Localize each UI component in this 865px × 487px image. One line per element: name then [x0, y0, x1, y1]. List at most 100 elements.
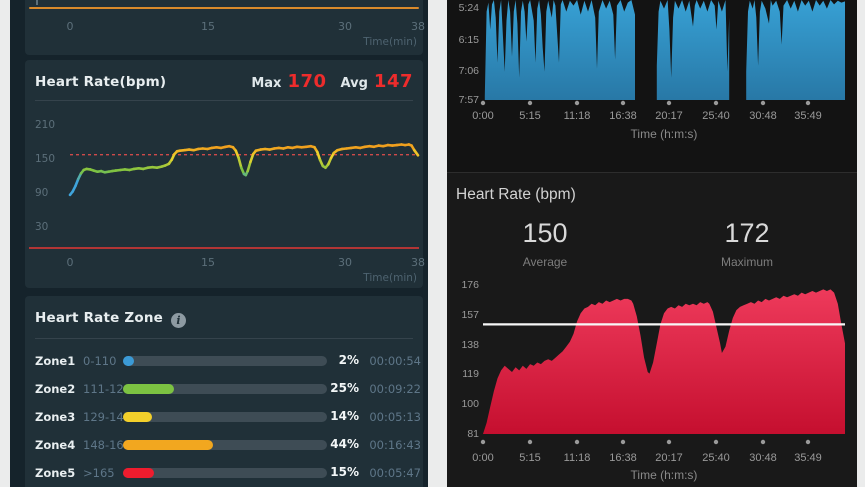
section-divider [447, 172, 857, 173]
left-app-panel: 0 15 30 38 Time(min) Heart Rate(bpm) Max… [10, 0, 428, 487]
avg-label: Avg [340, 76, 368, 91]
heart-rate-line-chart [29, 143, 420, 249]
max-avg-stats: Max 170 Avg 147 [251, 71, 413, 92]
zone-percent: 14% [330, 409, 359, 423]
zone-time: 00:09:22 [369, 382, 421, 396]
y-tick: 90 [35, 187, 49, 199]
zone-name: Zone1 [35, 354, 76, 368]
heart-rate-card: Heart Rate(bpm) Max 170 Avg 147 210 150 … [25, 60, 425, 288]
zone-range: 129-147 [83, 410, 132, 424]
zone-bar-track [123, 384, 327, 394]
y-tick: 30 [35, 221, 49, 233]
x-tick: 11:18 [563, 452, 591, 464]
zone-bar-track [123, 412, 327, 422]
y-tick: 81 [467, 428, 479, 440]
zone-name: Zone2 [35, 382, 76, 396]
x-tick: 0:00 [472, 452, 494, 464]
section-title: Heart Rate (bpm) [456, 186, 576, 203]
x-tick: 0:00 [472, 110, 494, 122]
zone-bar-fill [123, 356, 134, 366]
pace-area-chart [480, 0, 845, 106]
zone-range: 111-128 [83, 382, 132, 396]
y-tick: 7:57 [458, 94, 479, 106]
y-tick: 5:24 [458, 2, 479, 14]
x-tick: 30 [338, 256, 352, 269]
x-tick: 30:48 [749, 452, 777, 464]
divider [35, 100, 413, 101]
zone-percent: 15% [330, 465, 359, 479]
info-icon[interactable]: i [171, 313, 187, 328]
x-tick: 0 [66, 256, 74, 269]
average-value: 150 [522, 218, 568, 248]
zone-time: 00:05:47 [369, 466, 421, 480]
zone-bar-fill [123, 440, 213, 450]
zone-row: Zone2 111-128 25% 00:09:22 [25, 375, 423, 403]
x-tick: 16:38 [609, 110, 637, 122]
x-tick: 5:15 [519, 452, 541, 464]
maximum-label: Maximum [720, 255, 773, 269]
x-tick: 30:48 [749, 110, 777, 122]
y-tick: 6:15 [458, 34, 479, 46]
x-axis-title: Time (h:m:s) [630, 127, 698, 141]
heart-rate-area-chart [480, 289, 845, 445]
x-tick: 25:40 [702, 110, 730, 122]
x-tick: 15 [201, 256, 215, 269]
zone-row: Zone4 148-165 44% 00:16:43 [25, 431, 423, 459]
clipped-axis-label [36, 0, 38, 5]
divider [35, 338, 413, 339]
y-tick: 138 [461, 339, 479, 351]
y-tick: 7:06 [458, 65, 479, 77]
x-tick: 35:49 [794, 452, 822, 464]
x-tick: 30 [338, 20, 352, 33]
zone-name: Zone5 [35, 466, 76, 480]
avg-value: 147 [373, 71, 413, 92]
heart-rate-zone-card: Heart Rate Zone i Zone1 0-110 2% 00:00:54… [25, 296, 423, 487]
maximum-value: 172 [724, 218, 770, 248]
y-tick: 176 [461, 279, 479, 291]
x-axis-title: Time(min) [363, 272, 417, 284]
card-title: Heart Rate(bpm) [35, 74, 167, 90]
zone-row: Zone5 >165 15% 00:05:47 [25, 459, 423, 487]
zone-bar-track [123, 468, 327, 478]
y-tick: 100 [461, 398, 479, 410]
zone-time: 00:00:54 [369, 354, 421, 368]
x-tick: 25:40 [702, 452, 730, 464]
right-app-panel: 5:24 6:15 7:06 7:57 0:00 5:15 11:18 16:3… [447, 0, 857, 487]
zone-name: Zone4 [35, 438, 76, 452]
x-axis-title: Time (h:m:s) [630, 468, 698, 482]
zone-time: 00:16:43 [369, 438, 421, 452]
zone-bar-fill [123, 468, 154, 478]
y-tick: 119 [462, 368, 479, 380]
zone-card-title: Heart Rate Zone [35, 310, 164, 326]
x-tick: 11:18 [563, 110, 591, 122]
x-tick: 15 [201, 20, 215, 33]
cropped-chart-line [29, 7, 419, 9]
zone-range: >165 [83, 466, 115, 480]
zone-bar-track [123, 440, 327, 450]
zone-list: Zone1 0-110 2% 00:00:54 Zone2 111-128 25… [25, 347, 423, 487]
x-tick: 38 [411, 20, 425, 33]
zone-range: 0-110 [83, 354, 117, 368]
zone-percent: 25% [330, 381, 359, 395]
cropped-chart-card: 0 15 30 38 Time(min) [25, 0, 425, 55]
zone-bar-fill [123, 384, 174, 394]
y-tick: 210 [35, 119, 56, 131]
zone-bar-fill [123, 412, 152, 422]
zone-percent: 2% [338, 353, 359, 367]
zone-bar-track [123, 356, 327, 366]
maximum-stat: 172 Maximum [677, 218, 817, 269]
average-label: Average [522, 255, 568, 269]
x-tick: 0 [66, 20, 74, 33]
zone-percent: 44% [330, 437, 359, 451]
card-title: Heart Rate Zone i [35, 310, 187, 328]
x-tick: 20:17 [655, 452, 683, 464]
y-tick: 150 [35, 153, 56, 165]
zone-range: 148-165 [83, 438, 132, 452]
x-tick: 35:49 [794, 110, 822, 122]
x-tick: 20:17 [655, 110, 683, 122]
zone-row: Zone3 129-147 14% 00:05:13 [25, 403, 423, 431]
x-tick: 5:15 [519, 110, 541, 122]
average-stat: 150 Average [475, 218, 615, 269]
max-label: Max [251, 76, 282, 91]
